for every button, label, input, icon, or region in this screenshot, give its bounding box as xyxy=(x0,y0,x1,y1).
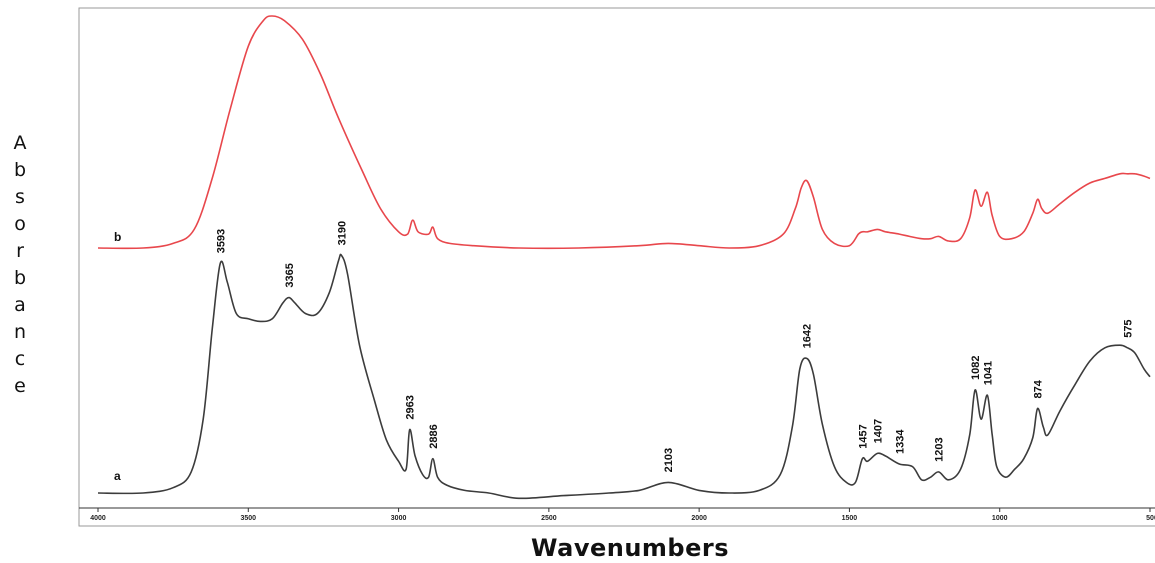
spectrum-lines xyxy=(97,15,1151,500)
y-axis-label-letter: c xyxy=(14,348,26,370)
x-tick-label: 1000 xyxy=(992,515,1008,522)
y-axis-label-letter: e xyxy=(14,375,26,397)
peak-label: 3593 xyxy=(215,229,227,253)
peak-label: 1082 xyxy=(970,356,982,380)
peak-label: 1203 xyxy=(934,437,946,461)
peak-label: 2963 xyxy=(405,395,417,419)
series-label-a: a xyxy=(114,469,121,483)
peak-label: 1041 xyxy=(982,361,994,385)
x-tick-label: 2500 xyxy=(541,515,557,522)
peak-label: 3365 xyxy=(284,263,296,287)
plot-frame xyxy=(78,7,1155,527)
peak-label: 1457 xyxy=(857,424,869,448)
x-axis-ticks: 4000 3500 3000 2500 2000 1500 1000 500 xyxy=(90,508,1155,522)
peak-label: 1407 xyxy=(872,419,884,443)
x-tick-label: 2000 xyxy=(691,515,707,522)
y-axis-label-letter: A xyxy=(13,132,27,154)
series-labels: ba xyxy=(114,230,121,483)
x-tick-label: 4000 xyxy=(90,515,106,522)
x-axis-label: Wavenumbers xyxy=(531,534,729,562)
peak-label: 1642 xyxy=(802,324,814,348)
series-line-b xyxy=(97,15,1151,250)
y-axis-label-letter: b xyxy=(13,267,27,289)
peak-label: 1334 xyxy=(894,429,906,454)
y-axis-label-letter: s xyxy=(15,186,25,208)
y-axis-label-letter: n xyxy=(13,321,27,343)
x-tick-label: 3500 xyxy=(240,515,256,522)
peak-label: 2886 xyxy=(428,424,440,448)
series-line-a xyxy=(97,253,1151,500)
x-tick-label: 500 xyxy=(1146,515,1155,522)
x-tick-label: 1500 xyxy=(842,515,858,522)
y-axis-label-letter: a xyxy=(14,294,26,316)
peak-labels: 3593 3365 3190 2963 2886 2103 1642 1457 1407 1334… xyxy=(215,221,1134,472)
peak-label: 2103 xyxy=(663,448,675,472)
y-axis-label-letter: r xyxy=(16,240,24,262)
y-axis-label-letter: o xyxy=(14,213,26,235)
y-axis-label-letter: b xyxy=(13,159,27,181)
peak-label: 3190 xyxy=(337,221,349,245)
series-label-b: b xyxy=(114,230,121,244)
x-tick-label: 3000 xyxy=(391,515,407,522)
peak-label: 575 xyxy=(1123,319,1135,337)
peak-label: 874 xyxy=(1033,379,1045,398)
